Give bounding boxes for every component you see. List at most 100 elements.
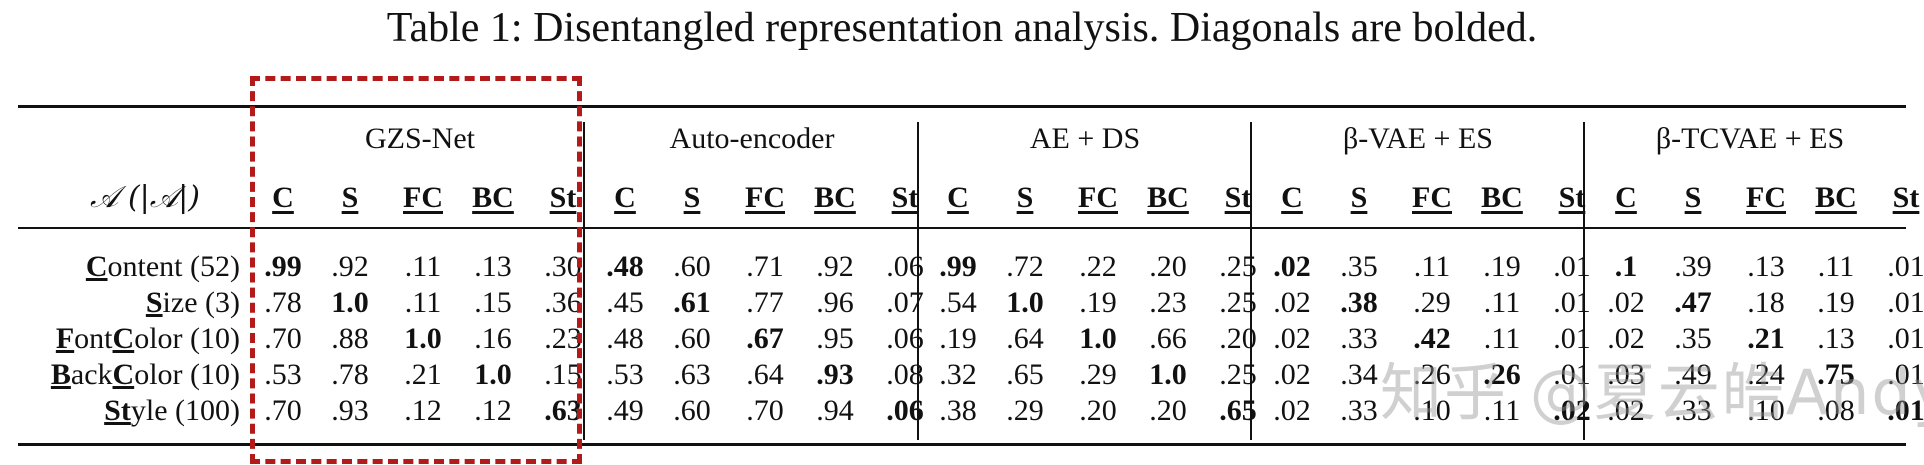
table-cell: .23: [544, 322, 582, 355]
table-cell: .02: [1273, 286, 1311, 319]
column-header: BC: [814, 181, 856, 214]
table-cell: .13: [1817, 322, 1855, 355]
table-cell: .02: [1273, 358, 1311, 391]
table-cell: .48: [606, 250, 644, 283]
column-header: FC: [403, 181, 443, 214]
table-header-rule: [18, 227, 1906, 229]
table-cell: .38: [939, 394, 977, 427]
row-label-prefix: F: [55, 322, 75, 355]
column-header: C: [272, 181, 294, 214]
table-cell: .15: [544, 358, 582, 391]
table-cell: 1.0: [331, 286, 369, 319]
table-cell: .49: [1674, 358, 1712, 391]
column-header: FC: [745, 181, 785, 214]
column-header: St: [549, 181, 577, 214]
table-cell: .08: [886, 358, 924, 391]
column-header: St: [1892, 181, 1920, 214]
column-separator: [917, 122, 919, 440]
table-cell: .53: [606, 358, 644, 391]
table-cell: .26: [1483, 358, 1521, 391]
table-cell: .06: [886, 250, 924, 283]
table-cell: .20: [1149, 250, 1187, 283]
table-cell: .01: [1553, 286, 1591, 319]
row-label-prefix: B: [50, 358, 71, 391]
table-cell: .02: [1273, 250, 1311, 283]
table-cell: .06: [886, 394, 924, 427]
table-cell: .29: [1006, 394, 1044, 427]
table-cell: .06: [886, 322, 924, 355]
table-cell: .66: [1149, 322, 1187, 355]
table-cell: .16: [474, 322, 512, 355]
table-cell: .60: [673, 250, 711, 283]
table-cell: .38: [1340, 286, 1378, 319]
table-cell: .29: [1079, 358, 1117, 391]
table-cell: .25: [1219, 286, 1257, 319]
column-header: S: [341, 181, 359, 214]
table-cell: .22: [1079, 250, 1117, 283]
table-cell: .10: [1747, 394, 1785, 427]
table-cell: .96: [816, 286, 854, 319]
table-cell: .63: [544, 394, 582, 427]
column-header: St: [891, 181, 919, 214]
table-cell: .47: [1674, 286, 1712, 319]
column-header: C: [947, 181, 969, 214]
table-cell: .48: [606, 322, 644, 355]
column-header: C: [1281, 181, 1303, 214]
table-cell: .12: [474, 394, 512, 427]
table-cell: .24: [1747, 358, 1785, 391]
table-cell: .63: [673, 358, 711, 391]
table-cell: .11: [1483, 394, 1521, 427]
table-cell: .88: [331, 322, 369, 355]
table-cell: .08: [1817, 394, 1855, 427]
column-header: FC: [1746, 181, 1786, 214]
table-cell: .02: [1607, 286, 1645, 319]
table-cell: .92: [816, 250, 854, 283]
table-cell: .01: [1887, 358, 1924, 391]
table-cell: .72: [1006, 250, 1044, 283]
table-cell: .11: [404, 250, 442, 283]
table-cell: .35: [1674, 322, 1712, 355]
table-cell: .45: [606, 286, 644, 319]
table-cell: .94: [816, 394, 854, 427]
column-header: C: [1615, 181, 1637, 214]
row-label: Size (3): [145, 286, 240, 319]
table-cell: .12: [404, 394, 442, 427]
table-cell: .35: [1340, 250, 1378, 283]
table-cell: .02: [1607, 394, 1645, 427]
table-cell: .01: [1887, 394, 1924, 427]
table-cell: .21: [404, 358, 442, 391]
column-header: C: [614, 181, 636, 214]
table-cell: .92: [331, 250, 369, 283]
table-cell: .19: [939, 322, 977, 355]
table-cell: .67: [746, 322, 784, 355]
group-header: AE + DS: [1029, 122, 1141, 155]
table-cell: .33: [1674, 394, 1712, 427]
column-header: S: [1016, 181, 1034, 214]
table-cell: .01: [1553, 250, 1591, 283]
column-header: S: [1350, 181, 1368, 214]
table-cell: .64: [746, 358, 784, 391]
column-header: St: [1224, 181, 1252, 214]
row-label: Style (100): [104, 394, 240, 427]
row-label-prefix: S: [145, 286, 163, 319]
table-cell: .60: [673, 322, 711, 355]
table-cell: .42: [1413, 322, 1451, 355]
table-cell: .10: [1413, 394, 1451, 427]
column-header: S: [683, 181, 701, 214]
table-cell: .25: [1219, 250, 1257, 283]
table-cell: .70: [264, 322, 302, 355]
table-cell: .13: [1747, 250, 1785, 283]
table-cell: .01: [1887, 286, 1924, 319]
group-header: GZS-Net: [365, 122, 475, 155]
table-cell: .65: [1219, 394, 1257, 427]
table-cell: .25: [1219, 358, 1257, 391]
table-cell: .20: [1149, 394, 1187, 427]
table-cell: .65: [1006, 358, 1044, 391]
table-cell: .03: [1607, 358, 1645, 391]
table-cell: .39: [1674, 250, 1712, 283]
table-cell: .01: [1887, 322, 1924, 355]
table-cell: .34: [1340, 358, 1378, 391]
table-cell: .54: [939, 286, 977, 319]
column-separator: [1583, 122, 1585, 440]
table-cell: .11: [1817, 250, 1855, 283]
